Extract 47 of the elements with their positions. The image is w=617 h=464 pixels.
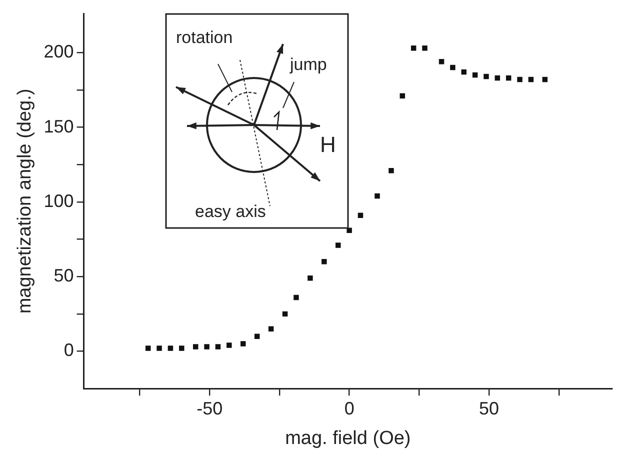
point xyxy=(422,46,428,51)
point xyxy=(179,346,184,351)
y-tick-label: 50 xyxy=(54,266,74,286)
annotation: H xyxy=(320,132,336,157)
point xyxy=(240,341,246,346)
point xyxy=(204,344,210,350)
point xyxy=(400,93,406,99)
x-axis-title: mag. field (Oe) xyxy=(285,428,411,449)
point xyxy=(517,76,522,82)
point xyxy=(156,346,162,351)
point xyxy=(168,346,174,351)
point xyxy=(226,342,232,348)
point xyxy=(494,75,500,81)
point xyxy=(410,46,416,51)
x-tick-label: 50 xyxy=(479,398,500,418)
x-tick-label: 0 xyxy=(344,398,354,418)
point xyxy=(388,168,394,174)
point xyxy=(461,69,467,75)
point xyxy=(528,76,534,82)
point xyxy=(374,193,380,199)
point xyxy=(472,72,478,78)
point xyxy=(294,294,299,300)
point xyxy=(268,326,274,332)
point xyxy=(542,76,548,82)
y-axis-title: magnetization angle (deg.) xyxy=(14,88,36,314)
point xyxy=(282,311,288,317)
y-tick-label: 100 xyxy=(44,190,74,211)
point xyxy=(308,275,313,281)
annotation: jump xyxy=(289,55,327,74)
point xyxy=(484,74,489,80)
point xyxy=(215,344,221,350)
y-tick-label: 0 xyxy=(64,340,74,360)
point xyxy=(506,75,512,81)
point xyxy=(336,242,341,248)
point xyxy=(192,344,198,350)
point xyxy=(254,334,260,339)
point xyxy=(322,259,327,264)
annotation: rotation xyxy=(176,28,233,47)
y-tick-label: 150 xyxy=(44,116,74,136)
annotation: easy axis xyxy=(195,202,266,221)
point xyxy=(358,212,364,218)
y-tick-label: 200 xyxy=(44,42,74,62)
point xyxy=(450,64,456,70)
point xyxy=(145,346,151,351)
point xyxy=(438,58,444,64)
x-tick-label: -50 xyxy=(196,398,223,418)
point xyxy=(346,228,352,233)
